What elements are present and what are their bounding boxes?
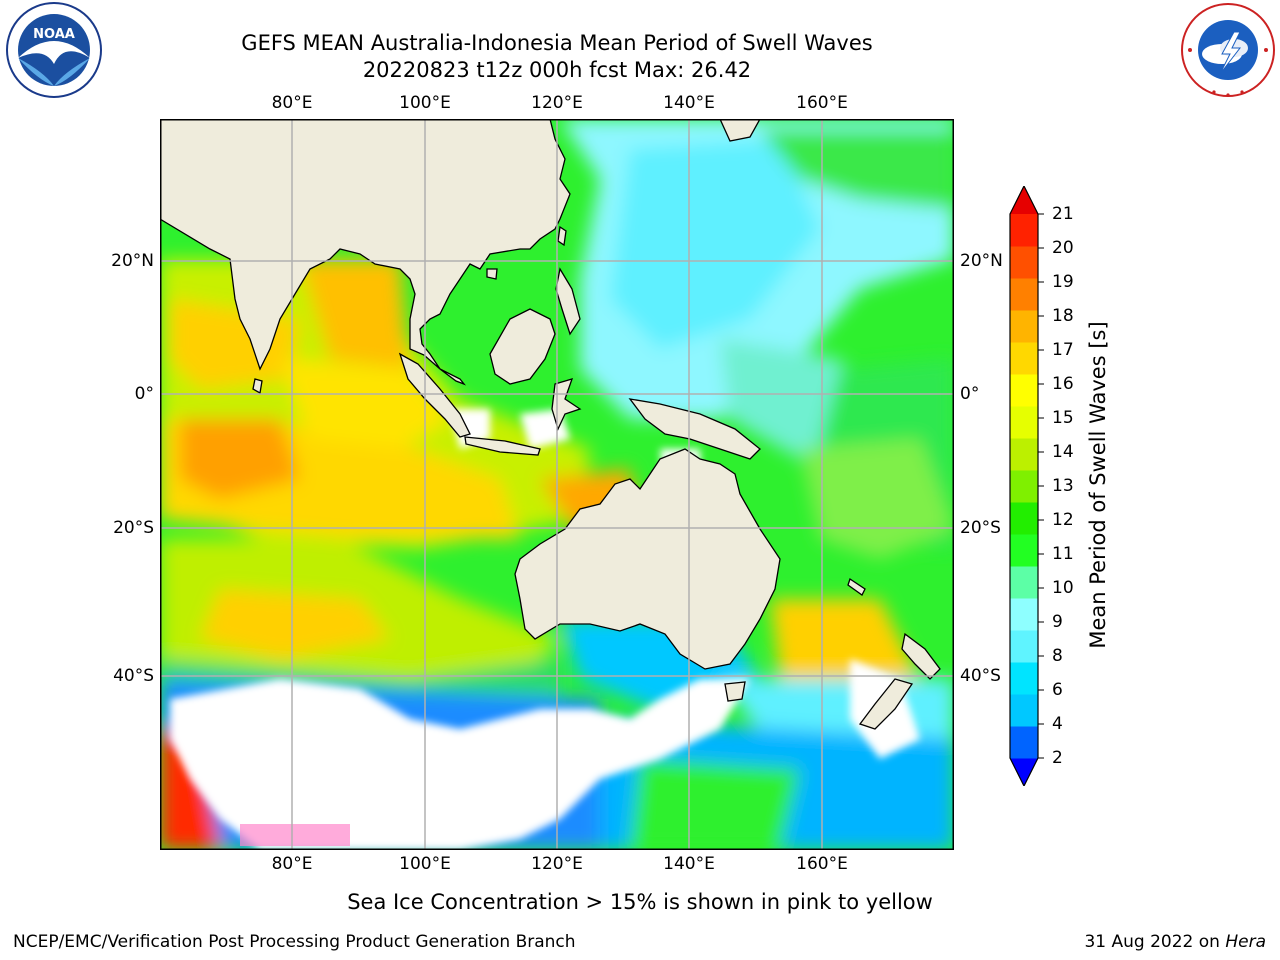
colorbar-tick-label: 16 <box>1052 374 1074 394</box>
lon-label-top-160e: 160°E <box>796 93 848 113</box>
lat-label-left-0: 0° <box>134 384 154 404</box>
lon-label-top-120e: 120°E <box>531 93 583 113</box>
land-masses <box>160 119 941 730</box>
colorbar-band <box>1010 662 1038 695</box>
colorbar-tick-label: 19 <box>1052 272 1074 292</box>
colorbar-tick-label: 20 <box>1052 238 1074 258</box>
sea-ice-patch <box>240 824 350 846</box>
colorbar-band <box>1010 598 1038 631</box>
land-taiwan <box>557 225 567 247</box>
colorbar-tick-label: 10 <box>1052 578 1074 598</box>
land-japan <box>719 119 761 142</box>
land-new-zealand-south <box>858 678 914 730</box>
land-new-guinea <box>628 398 761 460</box>
colorbar-band <box>1010 566 1038 599</box>
colorbar-band <box>1010 470 1038 503</box>
national-weather-service-logo <box>1181 3 1275 97</box>
sea-ice-note: Sea Ice Concentration > 15% is shown in … <box>347 890 933 914</box>
colorbar-tick-label: 18 <box>1052 306 1074 326</box>
colorbar-band <box>1010 246 1038 279</box>
colorbar-band <box>1010 342 1038 375</box>
lon-label-top-140e: 140°E <box>663 93 715 113</box>
lon-label-top-100e: 100°E <box>399 93 451 113</box>
land-java <box>464 436 541 456</box>
chart-title: GEFS MEAN Australia-Indonesia Mean Perio… <box>241 31 873 55</box>
footer-date: 31 Aug 2022 <box>1084 932 1194 952</box>
land-new-caledonia <box>847 577 866 596</box>
chart-subtitle: 20220823 t12z 000h fcst Max: 26.42 <box>362 58 752 82</box>
colorbar-tick-label: 15 <box>1052 408 1074 428</box>
footer-on: on <box>1198 932 1220 952</box>
land-new-zealand-north <box>901 632 941 680</box>
lat-label-left-20n: 20°N <box>111 251 154 271</box>
colorbar-tick-label: 4 <box>1052 714 1063 734</box>
noaa-logo-text: NOAA <box>33 27 75 42</box>
lon-label-bottom-120e: 120°E <box>531 854 583 874</box>
noaa-logo: NOAA <box>6 2 102 98</box>
lat-label-left-20s: 20°S <box>113 518 154 538</box>
colorbar-band <box>1010 278 1038 311</box>
land-sri-lanka <box>252 378 263 395</box>
colorbar <box>1009 186 1044 786</box>
land-tasmania <box>724 681 746 702</box>
gridlines <box>160 119 954 850</box>
colorbar-tick-label: 12 <box>1052 510 1074 530</box>
colorbar-band <box>1010 406 1038 439</box>
land-asia <box>160 119 571 386</box>
lat-label-right-20s: 20°S <box>960 518 1001 538</box>
land-australia <box>514 448 781 670</box>
colorbar-tick-label: 14 <box>1052 442 1074 462</box>
colorbar-band <box>1010 726 1038 759</box>
colorbar-tick-label: 2 <box>1052 748 1063 768</box>
colorbar-band <box>1010 310 1038 343</box>
colorbar-tick-label: 9 <box>1052 612 1063 632</box>
lat-label-right-0: 0° <box>960 384 980 404</box>
lon-label-bottom-80e: 80°E <box>271 854 313 874</box>
land-philippines <box>555 267 581 336</box>
colorbar-band <box>1010 534 1038 567</box>
colorbar-tick-label: 11 <box>1052 544 1074 564</box>
footer-host: Hera <box>1225 932 1266 952</box>
colorbar-band <box>1010 214 1038 247</box>
lon-label-bottom-160e: 160°E <box>796 854 848 874</box>
lat-label-left-40s: 40°S <box>113 666 154 686</box>
footer-date-host: 31 Aug 2022 on Hera <box>1084 932 1266 952</box>
lat-label-right-40s: 40°S <box>960 666 1001 686</box>
swell-period-map <box>160 119 954 850</box>
colorbar-band <box>1010 438 1038 471</box>
lon-label-top-80e: 80°E <box>271 93 313 113</box>
lat-label-right-20n: 20°N <box>960 251 1003 271</box>
land-borneo <box>489 308 556 385</box>
colorbar-band <box>1010 502 1038 535</box>
map-canvas <box>160 119 954 850</box>
colorbar-tick-label: 6 <box>1052 680 1063 700</box>
colorbar-tick-label: 13 <box>1052 476 1074 496</box>
land-sulawesi <box>551 378 582 431</box>
land-sumatra <box>398 352 471 438</box>
footer-credit: NCEP/EMC/Verification Post Processing Pr… <box>13 932 576 952</box>
colorbar-tick-label: 21 <box>1052 204 1074 224</box>
colorbar-band <box>1010 630 1038 663</box>
colorbar-extend-max <box>1010 186 1038 214</box>
colorbar-band <box>1010 374 1038 407</box>
colorbar-tick-label: 17 <box>1052 340 1074 360</box>
map-frame <box>160 119 954 850</box>
land-hainan <box>486 268 498 280</box>
colorbar-band <box>1010 694 1038 727</box>
colorbar-extend-min <box>1010 758 1038 786</box>
colorbar-tick-label: 8 <box>1052 646 1063 666</box>
lon-label-bottom-140e: 140°E <box>663 854 715 874</box>
colorbar-label: Mean Period of Swell Waves [s] <box>1086 321 1110 649</box>
lon-label-bottom-100e: 100°E <box>399 854 451 874</box>
